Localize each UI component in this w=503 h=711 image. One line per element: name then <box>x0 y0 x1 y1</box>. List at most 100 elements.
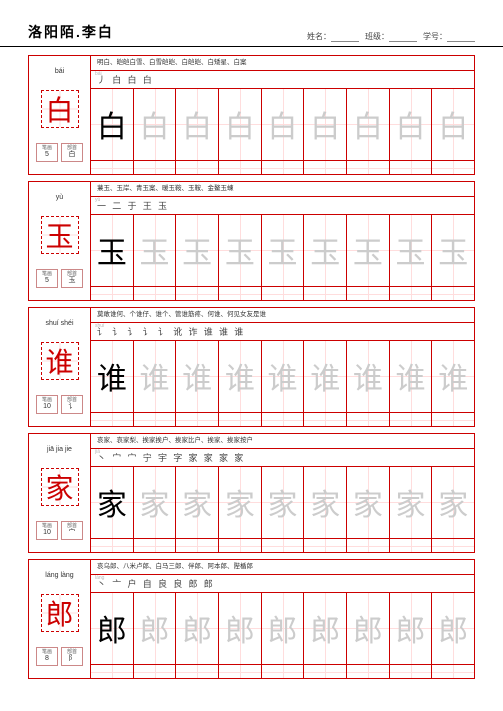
practice-cell: 白 <box>347 89 390 160</box>
entry: jiā jia jie家笔画10部首宀哀家、哀家梨、挨家挨户、挨家比户、挨家、挨… <box>28 433 475 553</box>
entry: yù玉笔画5部首玉蒹玉、玉岸、青玉案、暖玉鞍、玉鞍、金鳌玉蝀yù一 二 于 王 … <box>28 181 475 301</box>
blank-row <box>91 160 474 174</box>
practice-cell: 玉 <box>262 215 305 286</box>
page-title: 洛阳陌.李白 <box>28 22 114 42</box>
stroke-row: láng丶 亠 户 自 良 良 郎 郎 <box>91 575 474 593</box>
practice-cell: 谁 <box>134 341 177 412</box>
practice-cell: 玉 <box>432 215 474 286</box>
main-character: 白 <box>41 90 79 128</box>
practice-cell: 白 <box>390 89 433 160</box>
practice-cell: 谁 <box>176 341 219 412</box>
practice-cell: 玉 <box>176 215 219 286</box>
practice-cell: 玉 <box>219 215 262 286</box>
practice-cell: 家 <box>91 467 134 538</box>
meta-radical: 部首宀 <box>61 521 83 540</box>
practice-cell: 谁 <box>219 341 262 412</box>
practice-cell: 白 <box>176 89 219 160</box>
meta: 笔画5部首玉 <box>36 269 83 288</box>
stroke-row: bái丿 白 白 白 <box>91 71 474 89</box>
blank-row <box>91 538 474 552</box>
practice-cell: 郎 <box>91 593 134 664</box>
practice-cell: 谁 <box>304 341 347 412</box>
pinyin: bái <box>55 68 64 75</box>
main-character: 郎 <box>41 594 79 632</box>
words-row: 哀家、哀家梨、挨家挨户、挨家比户、挨家、挨家按户 <box>91 434 474 449</box>
practice-cell: 白 <box>134 89 177 160</box>
worksheet: bái白笔画5部首白明白、皑皑白雪、白雪皑皑、白皑皑、白矮星、白案bái丿 白 … <box>0 49 503 691</box>
practice-cell: 谁 <box>390 341 433 412</box>
practice-cell: 玉 <box>91 215 134 286</box>
pinyin: yù <box>56 194 63 201</box>
entry: bái白笔画5部首白明白、皑皑白雪、白雪皑皑、白皑皑、白矮星、白案bái丿 白 … <box>28 55 475 175</box>
meta-strokes: 笔画5 <box>36 269 58 288</box>
entry-left: yù 玉笔画5部首玉 <box>29 182 91 300</box>
practice-cell: 家 <box>304 467 347 538</box>
meta-strokes: 笔画5 <box>36 143 58 162</box>
practice-cell: 郎 <box>432 593 474 664</box>
entry-right: 莫敢谁何、个谁仔、谁个、管谁筋疼、何谁、何见女友是谁shuí讠 讠 讠 讠 讠 … <box>91 308 474 426</box>
practice-cell: 白 <box>304 89 347 160</box>
blank-row <box>91 286 474 300</box>
practice-cell: 郎 <box>219 593 262 664</box>
meta-radical: 部首白 <box>61 143 83 162</box>
practice-cell: 郎 <box>390 593 433 664</box>
stroke-row: jiā丶 宀 宀 宁 宇 字 家 家 家 家 <box>91 449 474 467</box>
practice-cell: 家 <box>390 467 433 538</box>
practice-cell: 谁 <box>262 341 305 412</box>
practice-row: 谁谁谁谁谁谁谁谁谁 <box>91 341 474 412</box>
words-row: 莫敢谁何、个谁仔、谁个、管谁筋疼、何谁、何见女友是谁 <box>91 308 474 323</box>
practice-cell: 家 <box>262 467 305 538</box>
pinyin: jiā jia jie <box>47 446 72 453</box>
meta: 笔画8部首阝 <box>36 647 83 666</box>
entry: láng làng郎笔画8部首阝哀乌郎、八米卢郎、白马三郎、伴郎、阿本郎、陛楯郎… <box>28 559 475 679</box>
main-character: 谁 <box>41 342 79 380</box>
main-character: 玉 <box>41 216 79 254</box>
pinyin: láng làng <box>45 572 73 579</box>
entry-right: 哀乌郎、八米卢郎、白马三郎、伴郎、阿本郎、陛楯郎láng丶 亠 户 自 良 良 … <box>91 560 474 678</box>
practice-cell: 郎 <box>176 593 219 664</box>
practice-row: 玉玉玉玉玉玉玉玉玉 <box>91 215 474 286</box>
practice-cell: 玉 <box>390 215 433 286</box>
entry-right: 蒹玉、玉岸、青玉案、暖玉鞍、玉鞍、金鳌玉蝀yù一 二 于 王 玉玉玉玉玉玉玉玉玉… <box>91 182 474 300</box>
meta: 笔画10部首讠 <box>36 395 83 414</box>
field-name: 姓名： <box>307 31 359 42</box>
entry-right: 哀家、哀家梨、挨家挨户、挨家比户、挨家、挨家按户jiā丶 宀 宀 宁 宇 字 家… <box>91 434 474 552</box>
field-id: 学号： <box>423 31 475 42</box>
practice-cell: 家 <box>219 467 262 538</box>
meta: 笔画5部首白 <box>36 143 83 162</box>
pinyin: shuí shéi <box>45 320 73 327</box>
entry-left: bái 白笔画5部首白 <box>29 56 91 174</box>
practice-cell: 玉 <box>134 215 177 286</box>
practice-cell: 玉 <box>347 215 390 286</box>
practice-cell: 郎 <box>304 593 347 664</box>
blank-row <box>91 412 474 426</box>
stroke-row: shuí讠 讠 讠 讠 讠 讹 诈 谁 谁 谁 <box>91 323 474 341</box>
practice-row: 白白白白白白白白白 <box>91 89 474 160</box>
practice-row: 家家家家家家家家家 <box>91 467 474 538</box>
practice-cell: 家 <box>347 467 390 538</box>
practice-cell: 郎 <box>347 593 390 664</box>
entry-left: jiā jia jie 家笔画10部首宀 <box>29 434 91 552</box>
practice-cell: 谁 <box>432 341 474 412</box>
meta-strokes: 笔画8 <box>36 647 58 666</box>
practice-cell: 家 <box>134 467 177 538</box>
words-row: 明白、皑皑白雪、白雪皑皑、白皑皑、白矮星、白案 <box>91 56 474 71</box>
practice-cell: 郎 <box>134 593 177 664</box>
field-class: 班级： <box>365 31 417 42</box>
practice-cell: 白 <box>262 89 305 160</box>
practice-cell: 家 <box>176 467 219 538</box>
header: 洛阳陌.李白 姓名： 班级： 学号： <box>0 0 503 47</box>
practice-cell: 谁 <box>91 341 134 412</box>
meta: 笔画10部首宀 <box>36 521 83 540</box>
blank-row <box>91 664 474 678</box>
entry-right: 明白、皑皑白雪、白雪皑皑、白皑皑、白矮星、白案bái丿 白 白 白白白白白白白白… <box>91 56 474 174</box>
main-character: 家 <box>41 468 79 506</box>
words-row: 蒹玉、玉岸、青玉案、暖玉鞍、玉鞍、金鳌玉蝀 <box>91 182 474 197</box>
meta-strokes: 笔画10 <box>36 395 58 414</box>
entry-left: láng làng 郎笔画8部首阝 <box>29 560 91 678</box>
meta-radical: 部首玉 <box>61 269 83 288</box>
entry-left: shuí shéi 谁笔画10部首讠 <box>29 308 91 426</box>
entry: shuí shéi谁笔画10部首讠莫敢谁何、个谁仔、谁个、管谁筋疼、何谁、何见女… <box>28 307 475 427</box>
practice-cell: 白 <box>91 89 134 160</box>
meta-radical: 部首阝 <box>61 647 83 666</box>
